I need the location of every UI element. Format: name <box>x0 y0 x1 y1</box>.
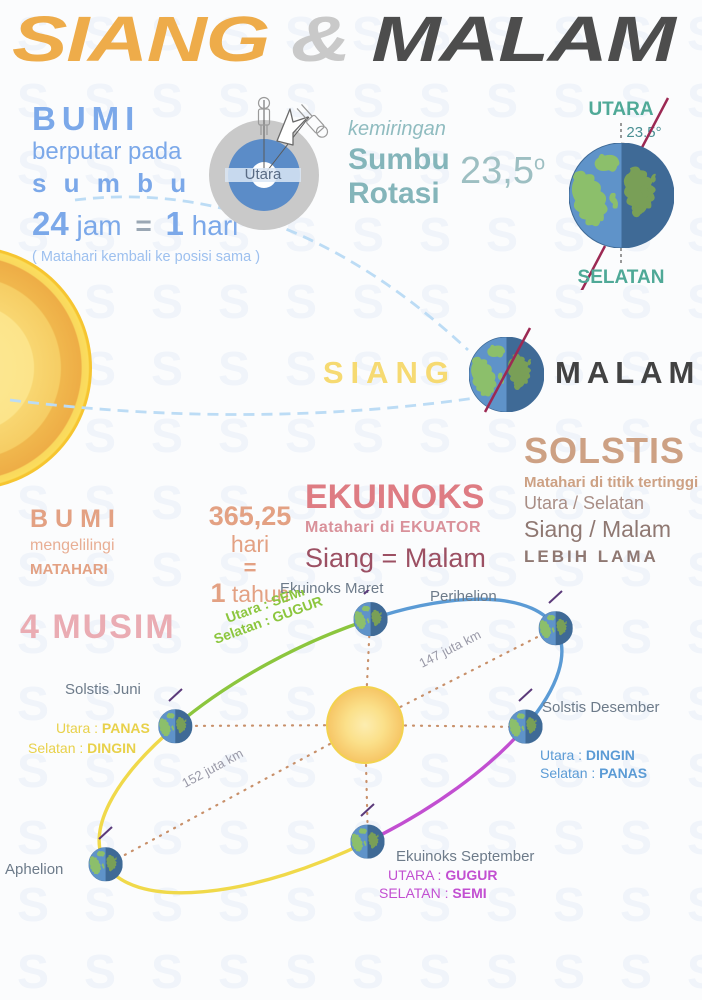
svg-text:Selatan : PANAS: Selatan : PANAS <box>540 765 647 781</box>
svg-text:23.5°: 23.5° <box>626 124 661 141</box>
svg-text:147 juta km: 147 juta km <box>417 627 484 671</box>
svg-text:Selatan : DINGIN: Selatan : DINGIN <box>28 740 136 756</box>
svg-text:Utara: Utara <box>245 166 282 183</box>
svg-text:Aphelion: Aphelion <box>5 861 63 878</box>
svg-text:SELATAN: SELATAN <box>578 267 665 288</box>
svg-text:Solstis Desember: Solstis Desember <box>542 699 660 716</box>
svg-text:Perihelion: Perihelion <box>430 590 497 605</box>
svg-text:SELATAN : SEMI: SELATAN : SEMI <box>379 885 487 900</box>
svg-text:UTARA : GUGUR: UTARA : GUGUR <box>388 867 497 883</box>
svg-text:Ekuinoks September: Ekuinoks September <box>396 848 534 865</box>
svg-text:152 juta km: 152 juta km <box>179 745 245 790</box>
svg-text:Solstis Juni: Solstis Juni <box>65 681 141 698</box>
svg-text:Utara : DINGIN: Utara : DINGIN <box>540 747 635 763</box>
svg-text:UTARA: UTARA <box>588 99 653 120</box>
svg-text:Utara : PANAS: Utara : PANAS <box>56 720 150 736</box>
